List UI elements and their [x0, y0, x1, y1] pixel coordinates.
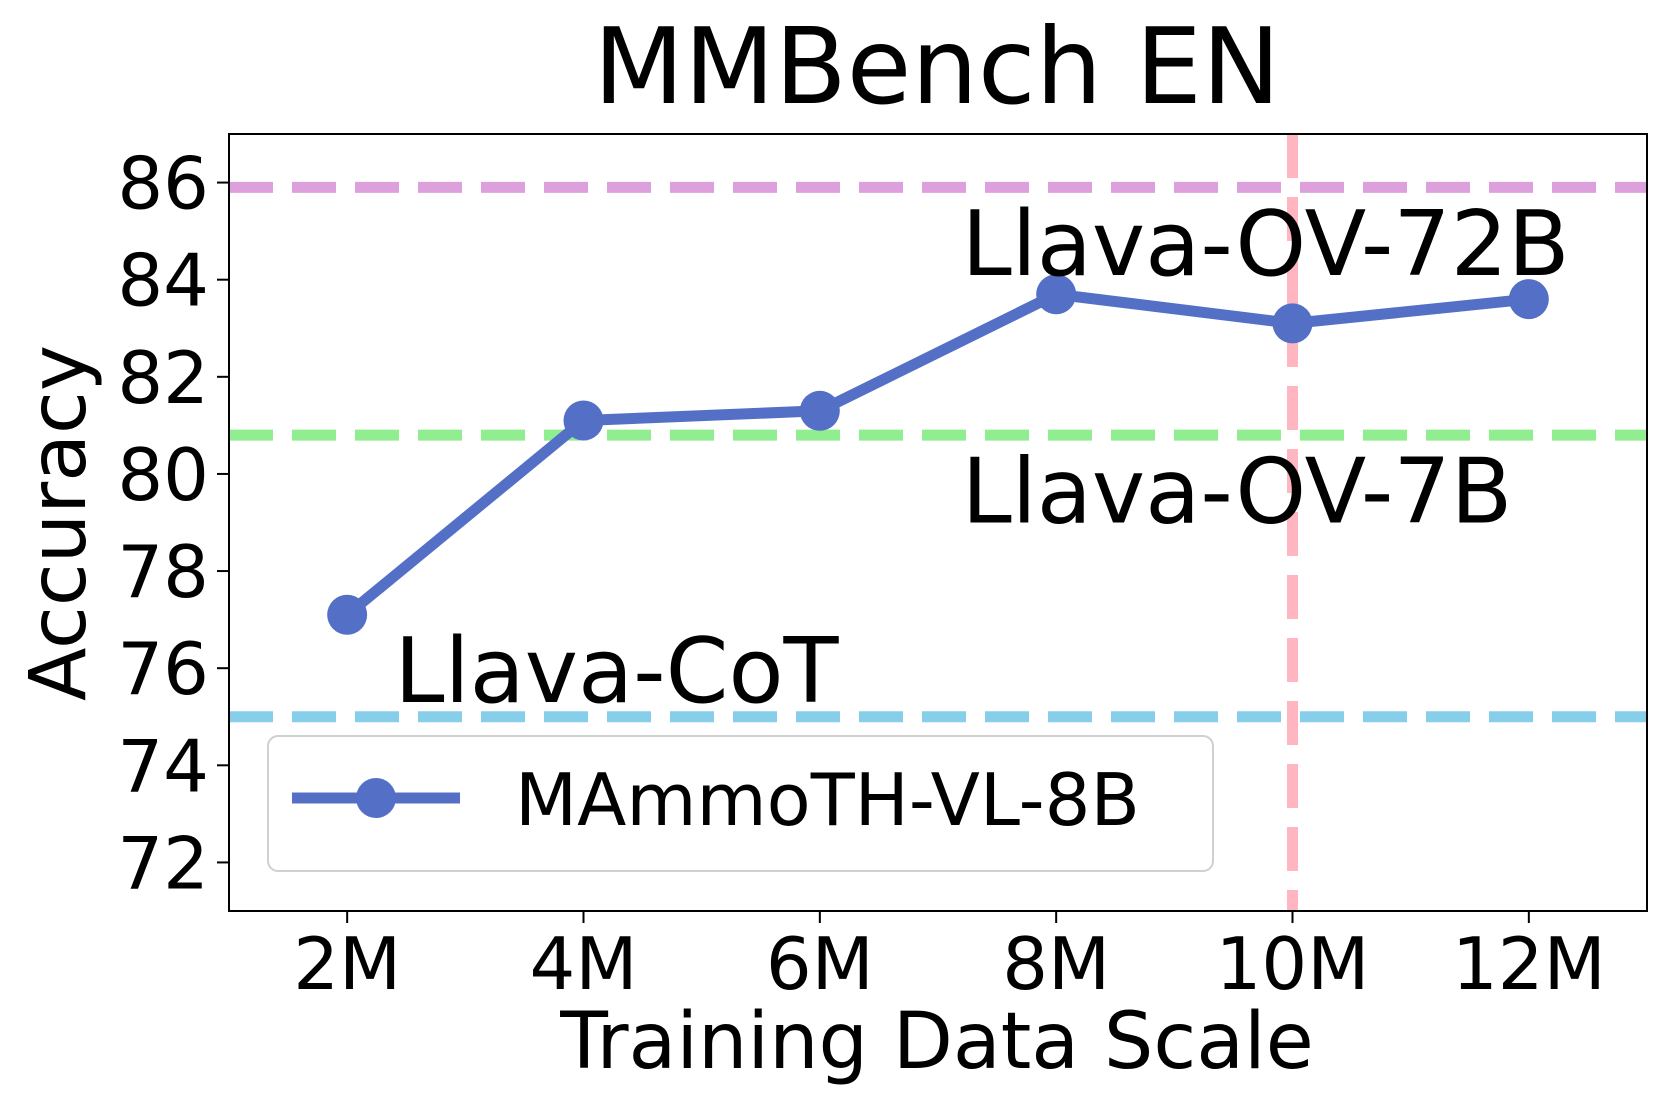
y-tick-label: 80 [117, 433, 209, 517]
y-tick-label: 72 [117, 821, 209, 905]
y-tick-label: 86 [117, 142, 209, 226]
y-axis-label: Accuracy [14, 345, 104, 701]
legend-box [267, 735, 1214, 872]
legend-marker [356, 778, 396, 818]
data-point [1036, 274, 1077, 315]
data-point [1508, 279, 1549, 320]
data-point [799, 390, 840, 431]
reference-label-llava-cot: Llava-CoT [394, 619, 839, 724]
y-tick-label: 76 [117, 627, 209, 711]
reference-labels: Llava-OV-72B Llava-OV-7B Llava-CoT [394, 192, 1569, 724]
y-tick-label: 78 [117, 530, 209, 614]
y-axis: 72 74 76 78 80 82 84 86 [117, 142, 229, 905]
chart-title: MMBench EN [594, 6, 1281, 128]
y-tick-label: 74 [117, 724, 209, 808]
plot-area [229, 134, 1647, 911]
data-point [1272, 303, 1313, 344]
plot-frame [228, 133, 1648, 912]
x-axis: 2M 4M 6M 8M 10M 12M [293, 911, 1606, 1006]
data-point [327, 594, 368, 635]
y-tick-label: 84 [117, 239, 209, 323]
x-tick-label: 12M [1452, 922, 1606, 1006]
reference-label-llava-ov-7b: Llava-OV-7B [962, 440, 1513, 545]
series-line-0 [341, 288, 1535, 621]
legend-label-mammoth-vl-8b: MAmmoTH-VL-8B [515, 758, 1140, 842]
x-tick-label: 4M [530, 922, 638, 1006]
x-tick-label: 6M [766, 922, 874, 1006]
data-point [563, 400, 604, 441]
y-tick-label: 82 [117, 336, 209, 420]
x-tick-label: 2M [293, 922, 401, 1006]
x-axis-label: Training Data Scale [559, 997, 1313, 1087]
legend: MAmmoTH-VL-8B [267, 735, 1214, 872]
x-tick-label: 8M [1002, 922, 1110, 1006]
reference-label-llava-ov-72b: Llava-OV-72B [962, 192, 1570, 297]
x-tick-label: 10M [1216, 922, 1370, 1006]
